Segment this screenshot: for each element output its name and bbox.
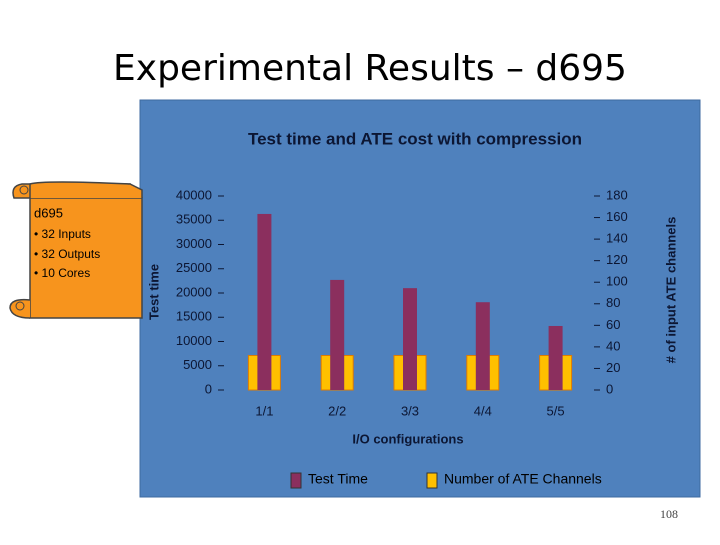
legend-swatch: [290, 472, 302, 489]
x-tick-label: 3/3: [401, 403, 419, 418]
y2-tick-label: 180: [606, 187, 628, 202]
y-tick-label: 40000: [176, 187, 212, 202]
bar: [403, 288, 417, 390]
slide-title: Experimental Results – d695: [113, 48, 627, 89]
y-tick-label: 25000: [176, 260, 212, 275]
page-number: 108: [660, 507, 678, 521]
legend-swatch: [426, 472, 438, 489]
y2-tick-label: 40: [606, 338, 620, 353]
y2-tick-label: 60: [606, 317, 620, 332]
legend-label: Number of ATE Channels: [444, 471, 602, 487]
y2-axis-label: # of input ATE channels: [663, 217, 678, 364]
x-tick-label: 5/5: [547, 403, 565, 418]
y-tick-label: 5000: [183, 357, 212, 372]
callout-heading: d695: [34, 205, 63, 220]
y-tick-label: 10000: [176, 333, 212, 348]
callout-item: • 32 Outputs: [34, 247, 100, 261]
x-tick-label: 1/1: [255, 403, 273, 418]
chart-title: Test time and ATE cost with compression: [248, 129, 582, 148]
y-tick-label: 15000: [176, 309, 212, 324]
chart-background: [139, 99, 701, 498]
y2-tick-label: 0: [606, 381, 613, 396]
callout-item: • 32 Inputs: [34, 227, 91, 241]
bar: [257, 213, 272, 390]
y-tick-label: 0: [205, 381, 212, 396]
x-tick-label: 2/2: [328, 403, 346, 418]
y2-tick-label: 140: [606, 231, 628, 246]
x-axis-label: I/O configurations: [352, 431, 463, 446]
x-tick-label: 4/4: [474, 403, 492, 418]
legend-label: Test Time: [308, 471, 368, 487]
callout-item: • 10 Cores: [34, 266, 90, 280]
y2-tick-label: 160: [606, 209, 628, 224]
y2-tick-label: 80: [606, 295, 620, 310]
callout: d695 • 32 Inputs • 32 Outputs • 10 Cores: [9, 181, 143, 319]
y2-tick-label: 100: [606, 274, 628, 289]
bar: [548, 325, 563, 390]
y2-tick-label: 120: [606, 252, 628, 267]
bar: [475, 302, 490, 390]
y-tick-label: 35000: [176, 212, 212, 227]
y-tick-label: 30000: [176, 236, 212, 251]
y-axis-label: Test time: [146, 264, 161, 320]
y2-tick-label: 20: [606, 360, 620, 375]
bar: [330, 279, 345, 390]
y-tick-label: 20000: [176, 284, 212, 299]
